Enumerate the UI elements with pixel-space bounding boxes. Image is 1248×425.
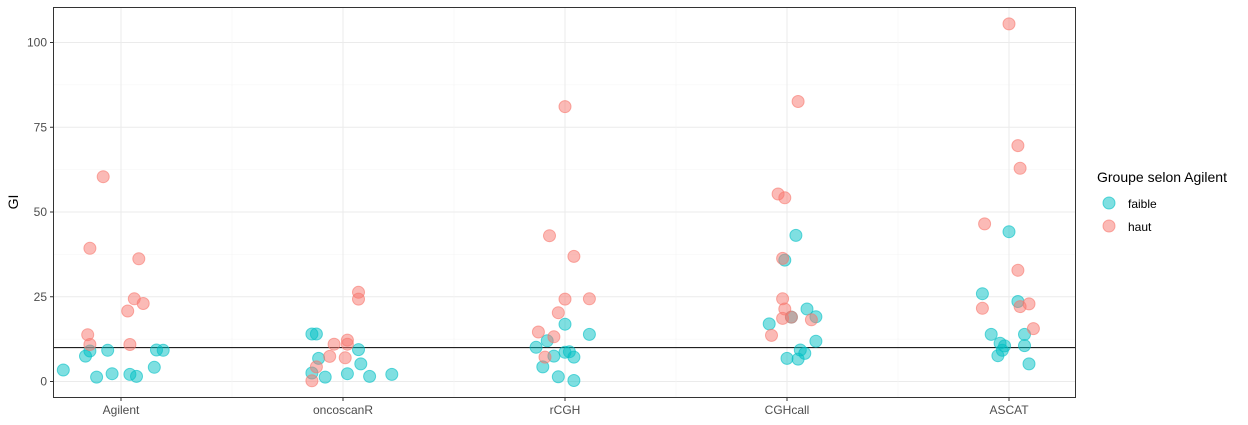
data-point-faible [582, 327, 596, 341]
data-point-faible [789, 228, 803, 242]
data-point-haut [1011, 139, 1025, 153]
y-tick-label: 25 [34, 290, 48, 304]
x-tick-label: oncoscanR [313, 403, 373, 417]
data-point-faible [385, 367, 399, 381]
data-point-haut [1011, 263, 1025, 277]
data-point-haut [136, 297, 150, 310]
data-point-haut [778, 191, 792, 205]
data-point-haut [543, 229, 556, 243]
data-point-haut [132, 252, 146, 266]
data-point-faible [551, 370, 565, 384]
data-point-haut [121, 304, 135, 318]
data-point-faible [90, 370, 104, 384]
data-point-faible [56, 363, 70, 377]
data-point-haut [338, 351, 352, 365]
data-point-haut [1002, 17, 1016, 31]
data-point-faible [567, 374, 581, 387]
y-axis-title: GI [5, 195, 21, 210]
data-point-haut [323, 349, 337, 363]
x-tick-label: Agilent [103, 403, 140, 417]
data-point-haut [804, 313, 818, 327]
data-point-haut [1022, 297, 1036, 311]
data-point-haut [96, 170, 110, 184]
data-point-faible [130, 369, 143, 383]
legend-title: Groupe selon Agilent [1097, 169, 1227, 185]
data-point-haut [558, 292, 572, 306]
data-point-haut [1026, 322, 1040, 336]
data-point-faible [318, 370, 332, 384]
data-point-faible [798, 346, 812, 360]
data-point-haut [765, 328, 778, 342]
legend-label-haut: haut [1128, 220, 1152, 234]
data-point-haut [538, 350, 552, 364]
legend-label-faible: faible [1128, 197, 1157, 211]
data-point-haut [558, 100, 572, 114]
x-tick-label: rCGH [550, 403, 581, 417]
data-point-faible [529, 340, 543, 354]
data-point-faible [995, 343, 1009, 357]
data-point-haut [776, 251, 790, 265]
data-point-faible [156, 343, 170, 357]
data-point-haut [547, 330, 561, 344]
data-point-haut [551, 306, 565, 320]
y-tick-label: 0 [40, 375, 47, 389]
data-point-haut [1013, 161, 1027, 175]
data-point-haut [567, 249, 581, 263]
data-point-haut [791, 95, 805, 108]
legend-key-haut [1102, 219, 1116, 233]
data-point-faible [340, 367, 354, 381]
data-point-haut [309, 360, 323, 374]
data-point-faible [567, 350, 581, 364]
data-point-faible [780, 351, 794, 365]
data-point-faible [1002, 225, 1016, 239]
data-point-faible [105, 367, 119, 381]
data-point-haut [340, 337, 354, 351]
data-point-faible [363, 369, 377, 383]
data-point-haut [83, 241, 97, 255]
data-point-faible [309, 327, 323, 341]
data-point-faible [558, 317, 572, 331]
y-axis: 0 25 50 75 100 [27, 36, 54, 389]
data-point-faible [809, 334, 823, 348]
data-point-faible [975, 287, 989, 301]
points-layer [56, 17, 1040, 388]
data-point-haut [582, 292, 596, 306]
x-axis: Agilent oncoscanR rCGH CGHcall ASCAT [103, 397, 1029, 417]
data-point-haut [123, 338, 137, 351]
data-point-faible [354, 357, 368, 371]
data-point-haut [776, 311, 790, 325]
data-point-haut [327, 337, 341, 351]
data-point-faible [800, 302, 814, 316]
data-point-haut [975, 301, 989, 315]
data-point-faible [762, 317, 776, 331]
data-point-faible [101, 343, 115, 357]
legend-key-faible [1102, 196, 1116, 210]
data-point-faible [984, 327, 998, 341]
x-tick-label: CGHcall [765, 403, 810, 417]
data-point-haut [305, 374, 319, 388]
data-point-haut [352, 292, 365, 306]
data-point-haut [978, 217, 992, 231]
x-tick-label: ASCAT [989, 403, 1029, 417]
data-point-faible [352, 343, 365, 357]
y-tick-label: 100 [27, 36, 47, 50]
data-point-faible [1022, 357, 1036, 371]
data-point-haut [83, 338, 97, 351]
data-point-faible [147, 360, 161, 374]
y-tick-label: 50 [34, 205, 48, 219]
legend: Groupe selon Agilent faible haut [1097, 169, 1227, 234]
data-point-haut [531, 325, 545, 339]
y-tick-label: 75 [34, 120, 48, 134]
data-point-faible [1018, 339, 1031, 353]
